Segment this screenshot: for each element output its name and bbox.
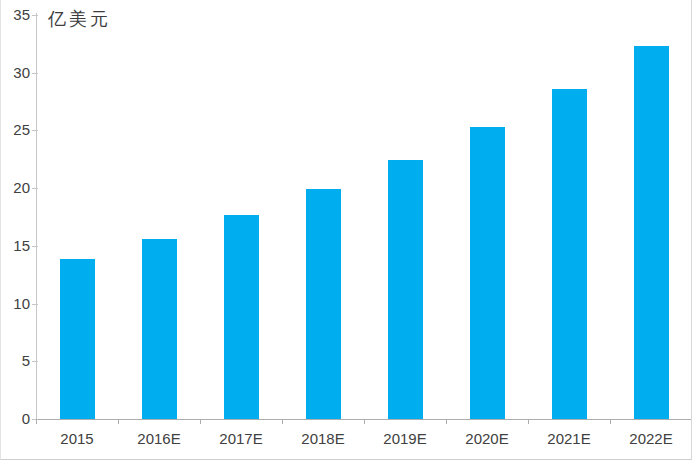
- y-tick-label: 0: [1, 410, 30, 428]
- x-tick-label: 2019E: [369, 429, 441, 449]
- bar: [224, 215, 259, 419]
- x-tick-mark: [36, 419, 37, 424]
- y-tick-label: 5: [1, 352, 30, 370]
- x-tick-mark: [610, 419, 611, 424]
- y-axis-line: [36, 13, 37, 419]
- y-tick-mark: [32, 15, 38, 16]
- y-axis-unit-label: 亿美元: [48, 7, 111, 31]
- x-tick-mark: [446, 419, 447, 424]
- bar: [470, 127, 505, 419]
- x-tick-label: 2021E: [533, 429, 605, 449]
- bar: [634, 46, 669, 419]
- y-tick-mark: [32, 188, 38, 189]
- y-tick-label: 30: [1, 64, 30, 82]
- bar-chart: 亿美元 0 5 10 15 20 25 30 35 2015 2016E 2017E 2018E 20…: [0, 0, 692, 460]
- y-tick-mark: [32, 73, 38, 74]
- x-tick-mark: [282, 419, 283, 424]
- bar: [388, 160, 423, 419]
- bar: [60, 259, 95, 419]
- y-tick-label: 10: [1, 295, 30, 313]
- y-tick-label: 25: [1, 121, 30, 139]
- bar: [552, 89, 587, 419]
- x-tick-label: 2017E: [205, 429, 277, 449]
- y-tick-mark: [32, 246, 38, 247]
- y-tick-mark: [32, 361, 38, 362]
- y-tick-mark: [32, 130, 38, 131]
- x-tick-mark: [118, 419, 119, 424]
- y-tick-label: 20: [1, 179, 30, 197]
- y-tick-label: 35: [1, 6, 30, 24]
- y-tick-mark: [32, 304, 38, 305]
- x-tick-mark: [364, 419, 365, 424]
- x-tick-mark: [528, 419, 529, 424]
- bar: [306, 189, 341, 419]
- x-tick-label: 2015: [41, 429, 113, 449]
- y-tick-mark: [32, 419, 38, 420]
- x-tick-mark: [200, 419, 201, 424]
- x-tick-label: 2018E: [287, 429, 359, 449]
- x-tick-label: 2020E: [451, 429, 523, 449]
- x-tick-label: 2016E: [123, 429, 195, 449]
- y-tick-label: 15: [1, 237, 30, 255]
- bar: [142, 239, 177, 419]
- x-tick-label: 2022E: [615, 429, 687, 449]
